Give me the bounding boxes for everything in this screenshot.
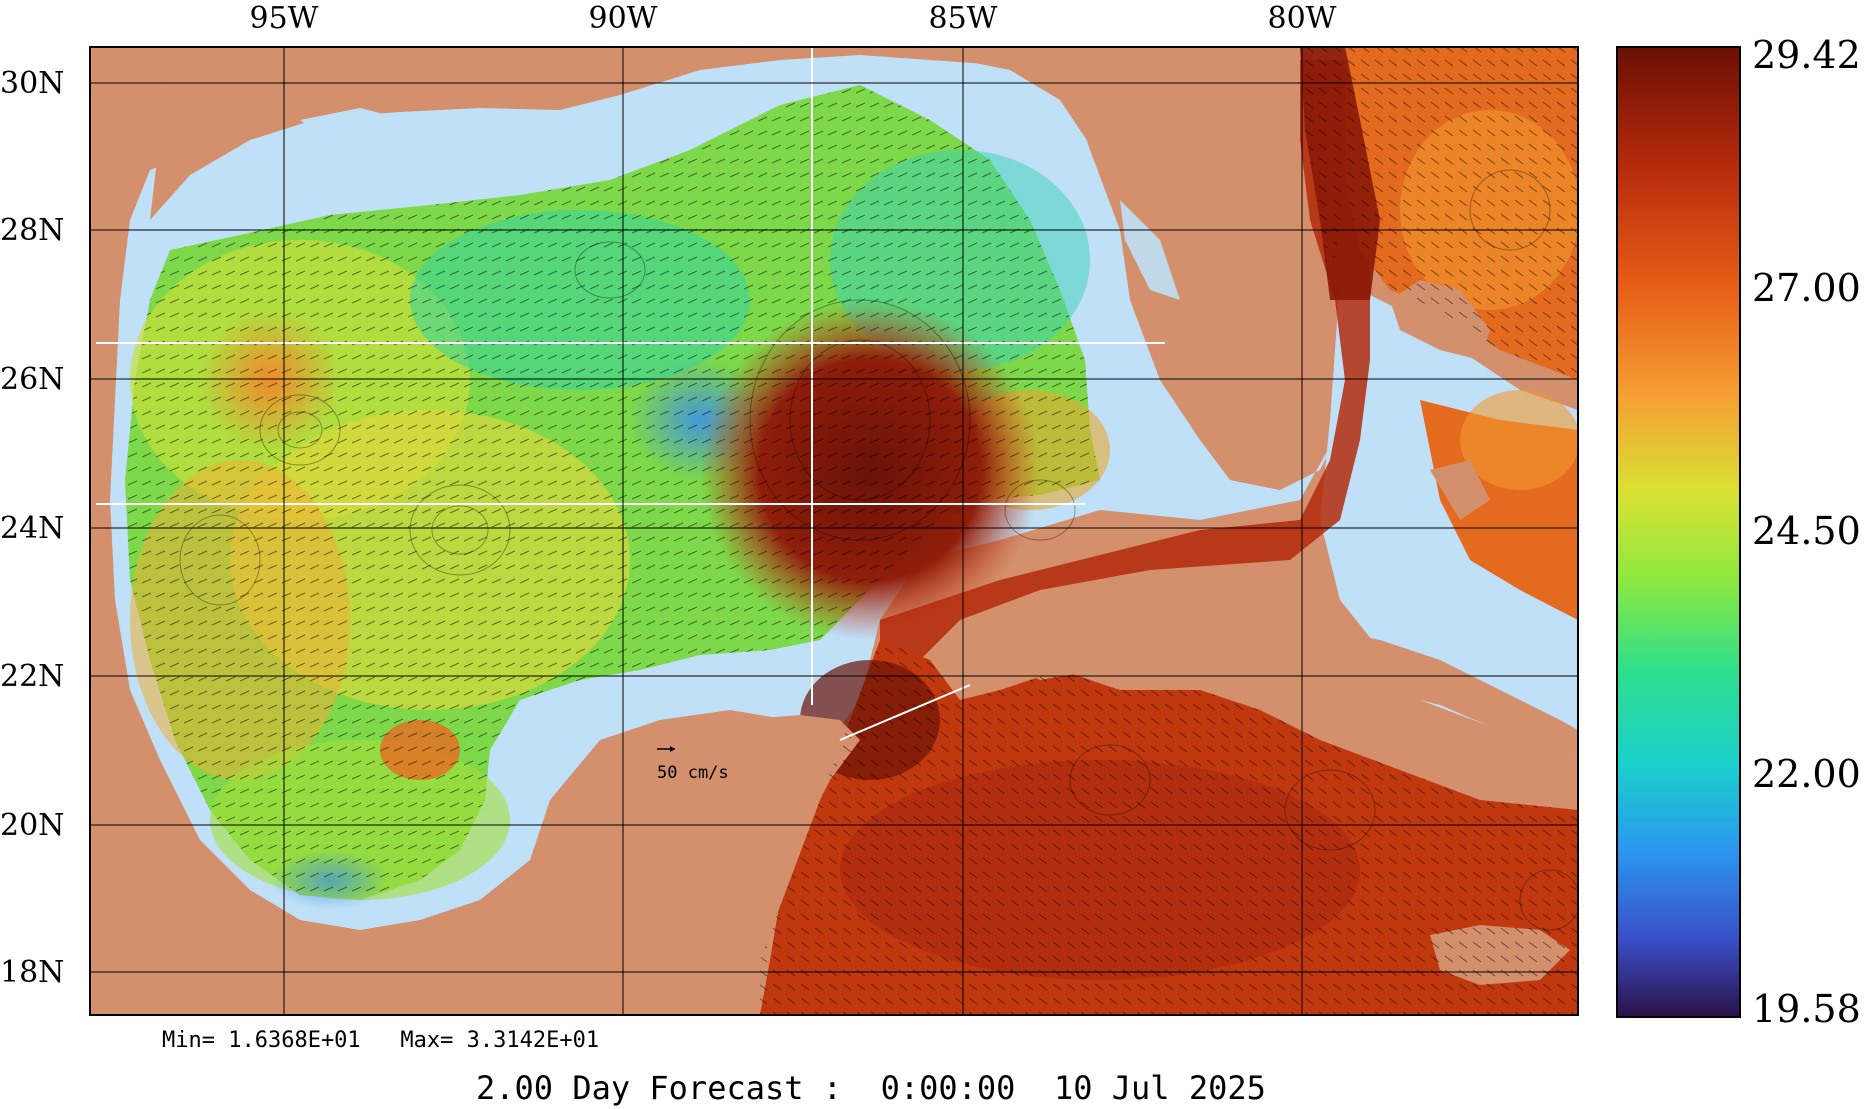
colorbar bbox=[1616, 46, 1741, 1018]
lon-label-95w: 95W bbox=[249, 1, 318, 36]
map-field bbox=[90, 47, 1578, 1015]
map-frame bbox=[89, 46, 1579, 1016]
colorbar-tick-24-5: 24.50 bbox=[1752, 509, 1861, 553]
florida-land bbox=[1070, 50, 1310, 480]
eddy-swirls bbox=[179, 169, 1578, 931]
colorbar-tick-22: 22.00 bbox=[1752, 752, 1861, 796]
scale-arrow bbox=[657, 746, 675, 752]
lon-label-80w: 80W bbox=[1267, 1, 1336, 36]
scale-label: 50 cm/s bbox=[657, 763, 729, 783]
cuba-land bbox=[1000, 615, 1578, 760]
lon-label-85w: 85W bbox=[928, 1, 997, 36]
colorbar-tick-max: 29.42 bbox=[1752, 33, 1861, 77]
velocity-arrows-gulf bbox=[125, 85, 1100, 900]
lat-label-20n: 20N bbox=[0, 808, 64, 843]
lat-label-30n: 30N bbox=[0, 66, 64, 101]
lat-label-26n: 26N bbox=[0, 362, 64, 397]
min-max-stats: Min= 1.6368E+01 Max= 3.3142E+01 bbox=[162, 1028, 599, 1053]
graticule bbox=[90, 47, 1578, 1015]
loop-current-band bbox=[880, 60, 1370, 700]
mexico-land bbox=[90, 47, 600, 1015]
velocity-arrows-caribbean bbox=[760, 640, 1578, 1015]
section-lines bbox=[96, 47, 1165, 741]
colorbar-tick-27: 27.00 bbox=[1752, 266, 1861, 310]
lon-label-90w: 90W bbox=[588, 1, 657, 36]
lat-label-18n: 18N bbox=[0, 955, 64, 990]
colorbar-tick-min: 19.58 bbox=[1752, 987, 1861, 1031]
lat-label-24n: 24N bbox=[0, 511, 64, 546]
us-gulf-coast-land bbox=[150, 47, 1080, 220]
yucatan-land bbox=[560, 715, 860, 1015]
lat-label-22n: 22N bbox=[0, 659, 64, 694]
lat-label-28n: 28N bbox=[0, 213, 64, 248]
forecast-caption: 2.00 Day Forecast : 0:00:00 10 Jul 2025 bbox=[476, 1069, 1266, 1107]
velocity-arrows-atlantic bbox=[1300, 47, 1578, 380]
